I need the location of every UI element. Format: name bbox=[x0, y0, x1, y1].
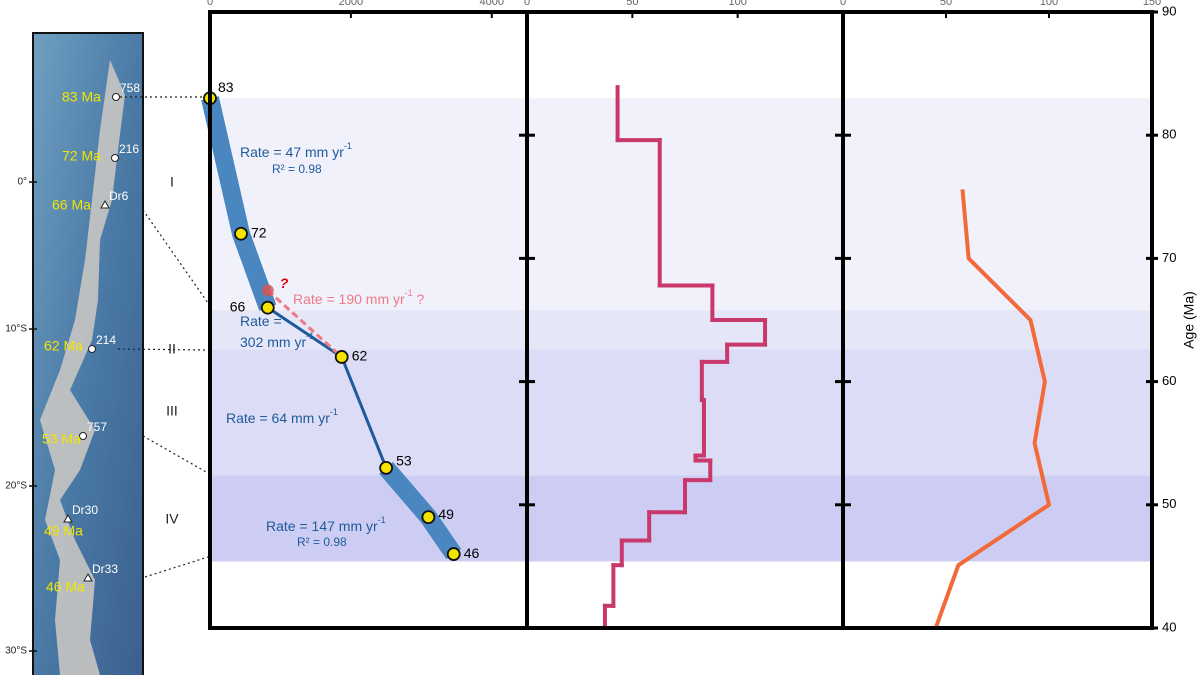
annotation: Rate = bbox=[240, 313, 282, 329]
site-label: 216 bbox=[119, 142, 139, 156]
uncertain-label: ? bbox=[280, 275, 289, 291]
site-label: 214 bbox=[96, 333, 116, 347]
age-point bbox=[379, 460, 394, 475]
x-tick-label: 0 bbox=[524, 0, 530, 8]
x-tick-label: 100 bbox=[1040, 0, 1058, 8]
y-tick-label: 70 bbox=[1162, 250, 1176, 265]
x-tick-label: 2000 bbox=[339, 0, 363, 8]
stage-band bbox=[210, 98, 1152, 311]
annotation-after: ? bbox=[413, 291, 425, 307]
x-tick-label: 150 bbox=[1143, 0, 1161, 8]
latitude-label: 0° bbox=[17, 177, 27, 188]
site-label: 758 bbox=[120, 81, 140, 95]
site-marker bbox=[111, 154, 119, 162]
stage-label: I bbox=[170, 174, 174, 190]
annotation-text: Rate = 47 mm yr bbox=[240, 144, 344, 160]
annotation-sup: -1 bbox=[378, 515, 386, 525]
profile-line bbox=[933, 189, 1051, 629]
point-label: 72 bbox=[251, 224, 267, 240]
annotation-text: Rate = 147 mm yr bbox=[266, 518, 378, 534]
site-marker bbox=[100, 199, 110, 209]
stage-label: II bbox=[168, 341, 176, 357]
age-point bbox=[234, 226, 248, 241]
age-point bbox=[446, 547, 461, 561]
x-tick-label: 50 bbox=[626, 0, 638, 8]
annotation-sup: -1 bbox=[405, 288, 413, 298]
connector bbox=[142, 209, 209, 304]
site-age: 83 Ma bbox=[62, 89, 101, 105]
site-age: 62 Ma bbox=[44, 338, 83, 354]
point-label: 83 bbox=[218, 79, 234, 95]
site-marker bbox=[63, 513, 73, 523]
site-age: 49 Ma bbox=[44, 523, 83, 539]
annotation: R² = 0.98 bbox=[297, 535, 347, 549]
annotation-text: 302 mm yr bbox=[240, 334, 306, 350]
site-marker bbox=[112, 93, 120, 101]
x-tick-label: 0 bbox=[840, 0, 846, 8]
connector bbox=[142, 435, 209, 474]
site-age: 66 Ma bbox=[52, 197, 91, 213]
uncertain-point bbox=[261, 284, 274, 297]
annotation: Rate = 190 mm yr-1 ? bbox=[293, 288, 425, 306]
site-label: Dr33 bbox=[92, 562, 118, 576]
stage-label: IV bbox=[165, 511, 179, 527]
stage-band bbox=[210, 349, 1152, 476]
annotation-text: R² = 0.98 bbox=[272, 162, 322, 176]
y-tick-label: 60 bbox=[1162, 373, 1176, 388]
age-point bbox=[260, 300, 275, 315]
y-tick-label: 90 bbox=[1162, 3, 1176, 18]
annotation-text: Rate = 64 mm yr bbox=[226, 410, 330, 426]
stage-band bbox=[210, 475, 1152, 562]
annotation: Rate = 147 mm yr-1 bbox=[266, 515, 386, 533]
site-age: 53 Ma bbox=[42, 431, 81, 447]
point-label: 66 bbox=[230, 298, 246, 314]
y-tick-label: 50 bbox=[1162, 496, 1176, 511]
x-tick-label: 50 bbox=[940, 0, 952, 8]
latitude-label: 20°S bbox=[5, 481, 27, 492]
annotation: Rate = 64 mm yr-1 bbox=[226, 407, 338, 425]
connector bbox=[144, 556, 209, 578]
site-marker bbox=[83, 572, 93, 582]
annotation: R² = 0.98 bbox=[272, 162, 322, 176]
site-label: 757 bbox=[87, 420, 107, 434]
site-marker bbox=[79, 432, 87, 440]
site-label: Dr6 bbox=[109, 189, 129, 203]
point-label: 46 bbox=[464, 545, 480, 561]
annotation-text: Rate = bbox=[240, 313, 282, 329]
point-label: 53 bbox=[396, 453, 412, 469]
annotation-text: R² = 0.98 bbox=[297, 535, 347, 549]
annotation: 302 mm yr-1 bbox=[240, 331, 314, 349]
age-point bbox=[334, 350, 349, 364]
annotation: Rate = 47 mm yr-1 bbox=[240, 141, 352, 159]
map bbox=[32, 32, 144, 675]
ridge bbox=[40, 60, 125, 675]
site-age: 72 Ma bbox=[62, 148, 101, 164]
x-tick-label: 100 bbox=[728, 0, 746, 8]
annotation-sup: -1 bbox=[330, 407, 338, 417]
y-axis-label: Age (Ma) bbox=[1181, 291, 1197, 349]
panel-frame bbox=[841, 10, 1154, 630]
y-tick-label: 80 bbox=[1162, 127, 1176, 142]
annotation-sup: -1 bbox=[344, 141, 352, 151]
point-label: 49 bbox=[438, 506, 454, 522]
stage-band bbox=[210, 310, 1152, 350]
connector bbox=[117, 348, 209, 351]
latitude-label: 10°S bbox=[5, 324, 27, 335]
point-label: 62 bbox=[352, 348, 368, 364]
site-age: 46 Ma bbox=[46, 579, 85, 595]
site-label: Dr30 bbox=[72, 503, 98, 517]
site-marker bbox=[88, 345, 96, 353]
age-point bbox=[421, 510, 436, 525]
x-tick-label: 0 bbox=[207, 0, 213, 8]
stage-label: III bbox=[166, 403, 178, 419]
annotation-text: Rate = 190 mm yr bbox=[293, 291, 405, 307]
latitude-label: 30°S bbox=[5, 646, 27, 657]
annotation-sup: -1 bbox=[306, 331, 314, 341]
uncertain-rate bbox=[266, 289, 343, 359]
y-tick-label: 40 bbox=[1162, 619, 1176, 634]
x-tick-label: 4000 bbox=[480, 0, 504, 8]
